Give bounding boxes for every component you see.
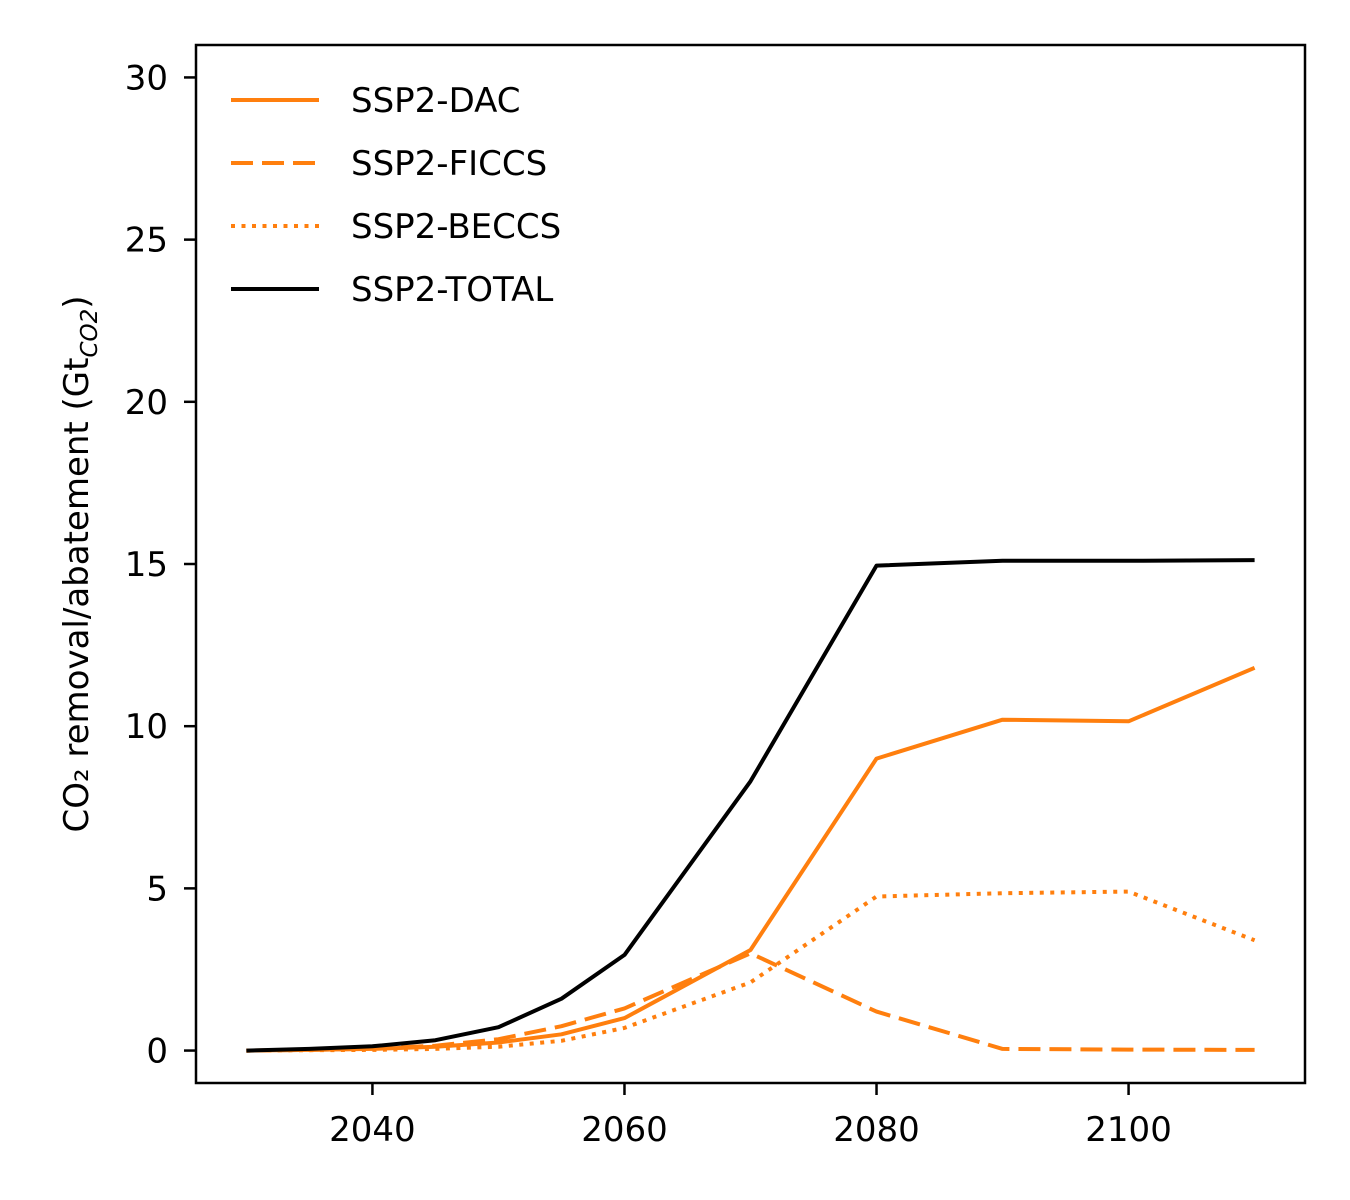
y-tick-label: 20 xyxy=(125,383,168,423)
y-axis-label-close: ) xyxy=(57,295,97,308)
series-line-ssp2-ficcs xyxy=(246,951,1255,1053)
legend-label: SSP2-TOTAL xyxy=(351,270,553,310)
plot-frame xyxy=(194,43,1307,1085)
x-axis: 2040 2060 2080 2100 xyxy=(329,1083,1172,1150)
legend-label: SSP2-DAC xyxy=(351,81,521,121)
legend-label: SSP2-BECCS xyxy=(351,207,561,247)
y-tick-label: 0 xyxy=(146,1032,168,1072)
x-tick-label: 2040 xyxy=(329,1110,416,1150)
series-layer xyxy=(246,558,1256,1053)
y-tick-label: 5 xyxy=(146,869,168,909)
y-axis: 0 5 10 15 20 25 30 xyxy=(125,58,196,1072)
y-tick-label: 10 xyxy=(125,707,168,747)
y-axis-label-subscript: CO2 xyxy=(77,309,103,358)
y-tick-label: 25 xyxy=(125,221,168,261)
y-axis-label: CO₂ removal/abatement (GtCO2) xyxy=(57,295,103,832)
x-tick-label: 2100 xyxy=(1085,1110,1172,1150)
series-line-ssp2-dac xyxy=(246,665,1256,1053)
x-tick-label: 2080 xyxy=(833,1110,920,1150)
legend: SSP2-DAC SSP2-FICCS SSP2-BECCS SSP2-TOTAL xyxy=(231,81,561,310)
x-tick-label: 2060 xyxy=(581,1110,668,1150)
series-line-ssp2-total xyxy=(246,558,1255,1053)
legend-label: SSP2-FICCS xyxy=(351,144,547,184)
y-axis-label-main: CO₂ removal/abatement (Gt xyxy=(57,358,97,833)
y-tick-label: 15 xyxy=(125,545,168,585)
y-tick-label: 30 xyxy=(125,58,168,98)
series-line-ssp2-beccs xyxy=(246,889,1256,1053)
